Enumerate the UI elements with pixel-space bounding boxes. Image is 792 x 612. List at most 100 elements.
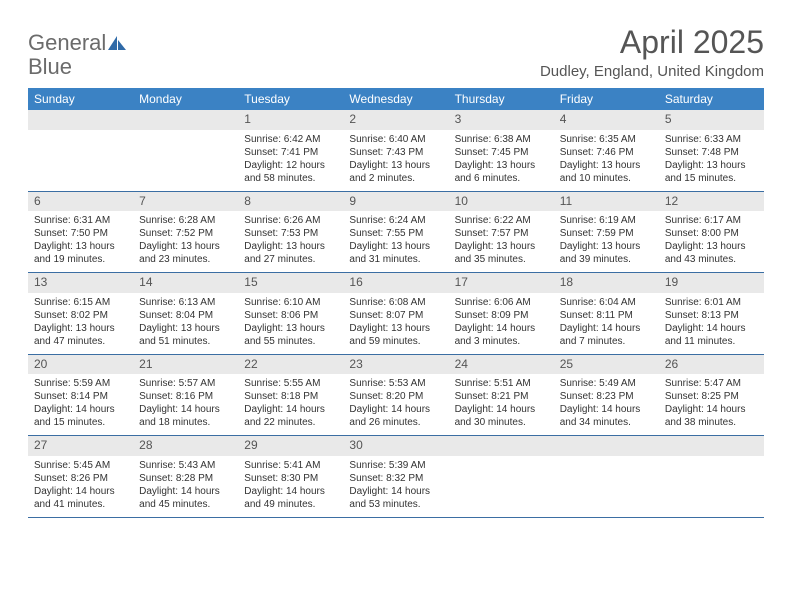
daylight-text: Daylight: 13 hours and 39 minutes. <box>560 240 653 266</box>
day-number: 22 <box>238 355 343 375</box>
logo-word-1: General <box>28 30 106 55</box>
sunrise-text: Sunrise: 6:08 AM <box>349 296 442 309</box>
daylight-text: Daylight: 13 hours and 31 minutes. <box>349 240 442 266</box>
day-body: Sunrise: 6:06 AMSunset: 8:09 PMDaylight:… <box>449 293 554 354</box>
daylight-text: Daylight: 14 hours and 7 minutes. <box>560 322 653 348</box>
day-number: 9 <box>343 192 448 212</box>
day-number: 14 <box>133 273 238 293</box>
day-cell: 3Sunrise: 6:38 AMSunset: 7:45 PMDaylight… <box>449 110 554 191</box>
daylight-text: Daylight: 13 hours and 27 minutes. <box>244 240 337 266</box>
sunrise-text: Sunrise: 6:35 AM <box>560 133 653 146</box>
logo-sail-icon <box>107 35 127 56</box>
sunrise-text: Sunrise: 6:04 AM <box>560 296 653 309</box>
day-number: 3 <box>449 110 554 130</box>
day-body: Sunrise: 6:04 AMSunset: 8:11 PMDaylight:… <box>554 293 659 354</box>
day-body: Sunrise: 5:51 AMSunset: 8:21 PMDaylight:… <box>449 374 554 435</box>
sunset-text: Sunset: 8:07 PM <box>349 309 442 322</box>
day-cell: 21Sunrise: 5:57 AMSunset: 8:16 PMDayligh… <box>133 355 238 436</box>
calendar-page: General Blue April 2025 Dudley, England,… <box>0 0 792 518</box>
day-number: 26 <box>659 355 764 375</box>
header: General Blue April 2025 Dudley, England,… <box>28 24 764 80</box>
day-number: 27 <box>28 436 133 456</box>
day-body: Sunrise: 6:01 AMSunset: 8:13 PMDaylight:… <box>659 293 764 354</box>
day-cell: 5Sunrise: 6:33 AMSunset: 7:48 PMDaylight… <box>659 110 764 191</box>
day-body: Sunrise: 6:26 AMSunset: 7:53 PMDaylight:… <box>238 211 343 272</box>
sunset-text: Sunset: 8:14 PM <box>34 390 127 403</box>
week-row: 20Sunrise: 5:59 AMSunset: 8:14 PMDayligh… <box>28 355 764 437</box>
day-cell: 28Sunrise: 5:43 AMSunset: 8:28 PMDayligh… <box>133 436 238 517</box>
day-number: 11 <box>554 192 659 212</box>
day-cell: 7Sunrise: 6:28 AMSunset: 7:52 PMDaylight… <box>133 192 238 273</box>
day-cell: 17Sunrise: 6:06 AMSunset: 8:09 PMDayligh… <box>449 273 554 354</box>
day-body: Sunrise: 6:35 AMSunset: 7:46 PMDaylight:… <box>554 130 659 191</box>
sunrise-text: Sunrise: 5:57 AM <box>139 377 232 390</box>
day-cell: 20Sunrise: 5:59 AMSunset: 8:14 PMDayligh… <box>28 355 133 436</box>
day-body: Sunrise: 5:43 AMSunset: 8:28 PMDaylight:… <box>133 456 238 517</box>
weekday-header: Sunday Monday Tuesday Wednesday Thursday… <box>28 88 764 110</box>
daylight-text: Daylight: 14 hours and 15 minutes. <box>34 403 127 429</box>
day-body: Sunrise: 6:42 AMSunset: 7:41 PMDaylight:… <box>238 130 343 191</box>
sunset-text: Sunset: 7:57 PM <box>455 227 548 240</box>
day-number: 25 <box>554 355 659 375</box>
sunrise-text: Sunrise: 6:10 AM <box>244 296 337 309</box>
daylight-text: Daylight: 14 hours and 18 minutes. <box>139 403 232 429</box>
day-body: Sunrise: 6:38 AMSunset: 7:45 PMDaylight:… <box>449 130 554 191</box>
sunrise-text: Sunrise: 5:43 AM <box>139 459 232 472</box>
week-row: 6Sunrise: 6:31 AMSunset: 7:50 PMDaylight… <box>28 192 764 274</box>
sunrise-text: Sunrise: 5:51 AM <box>455 377 548 390</box>
day-body: Sunrise: 5:41 AMSunset: 8:30 PMDaylight:… <box>238 456 343 517</box>
day-number <box>554 436 659 456</box>
sunset-text: Sunset: 7:53 PM <box>244 227 337 240</box>
day-number: 12 <box>659 192 764 212</box>
day-number: 20 <box>28 355 133 375</box>
daylight-text: Daylight: 14 hours and 26 minutes. <box>349 403 442 429</box>
week-row: 1Sunrise: 6:42 AMSunset: 7:41 PMDaylight… <box>28 110 764 192</box>
sunset-text: Sunset: 7:45 PM <box>455 146 548 159</box>
day-cell <box>554 436 659 517</box>
sunset-text: Sunset: 8:06 PM <box>244 309 337 322</box>
sunset-text: Sunset: 8:04 PM <box>139 309 232 322</box>
day-number: 17 <box>449 273 554 293</box>
day-number: 8 <box>238 192 343 212</box>
weekday-wednesday: Wednesday <box>343 88 448 110</box>
daylight-text: Daylight: 13 hours and 55 minutes. <box>244 322 337 348</box>
sunrise-text: Sunrise: 6:01 AM <box>665 296 758 309</box>
sunrise-text: Sunrise: 6:42 AM <box>244 133 337 146</box>
logo: General Blue <box>28 24 127 79</box>
day-number: 16 <box>343 273 448 293</box>
daylight-text: Daylight: 13 hours and 6 minutes. <box>455 159 548 185</box>
day-number: 1 <box>238 110 343 130</box>
day-cell <box>449 436 554 517</box>
day-cell: 10Sunrise: 6:22 AMSunset: 7:57 PMDayligh… <box>449 192 554 273</box>
day-cell: 16Sunrise: 6:08 AMSunset: 8:07 PMDayligh… <box>343 273 448 354</box>
sunset-text: Sunset: 8:18 PM <box>244 390 337 403</box>
day-body: Sunrise: 5:59 AMSunset: 8:14 PMDaylight:… <box>28 374 133 435</box>
logo-word-2: Blue <box>28 54 72 79</box>
sunrise-text: Sunrise: 6:15 AM <box>34 296 127 309</box>
day-number: 18 <box>554 273 659 293</box>
day-body: Sunrise: 5:47 AMSunset: 8:25 PMDaylight:… <box>659 374 764 435</box>
weekday-thursday: Thursday <box>449 88 554 110</box>
day-cell: 12Sunrise: 6:17 AMSunset: 8:00 PMDayligh… <box>659 192 764 273</box>
daylight-text: Daylight: 14 hours and 53 minutes. <box>349 485 442 511</box>
daylight-text: Daylight: 13 hours and 43 minutes. <box>665 240 758 266</box>
day-cell: 1Sunrise: 6:42 AMSunset: 7:41 PMDaylight… <box>238 110 343 191</box>
day-cell: 25Sunrise: 5:49 AMSunset: 8:23 PMDayligh… <box>554 355 659 436</box>
day-number <box>28 110 133 130</box>
sunset-text: Sunset: 8:25 PM <box>665 390 758 403</box>
day-body: Sunrise: 6:24 AMSunset: 7:55 PMDaylight:… <box>343 211 448 272</box>
day-cell <box>28 110 133 191</box>
sunset-text: Sunset: 7:59 PM <box>560 227 653 240</box>
day-cell: 4Sunrise: 6:35 AMSunset: 7:46 PMDaylight… <box>554 110 659 191</box>
sunset-text: Sunset: 8:28 PM <box>139 472 232 485</box>
day-cell: 13Sunrise: 6:15 AMSunset: 8:02 PMDayligh… <box>28 273 133 354</box>
day-body: Sunrise: 5:55 AMSunset: 8:18 PMDaylight:… <box>238 374 343 435</box>
sunset-text: Sunset: 7:43 PM <box>349 146 442 159</box>
day-number: 23 <box>343 355 448 375</box>
title-block: April 2025 Dudley, England, United Kingd… <box>540 24 764 80</box>
day-cell: 19Sunrise: 6:01 AMSunset: 8:13 PMDayligh… <box>659 273 764 354</box>
sunrise-text: Sunrise: 6:38 AM <box>455 133 548 146</box>
sunset-text: Sunset: 7:48 PM <box>665 146 758 159</box>
day-cell: 30Sunrise: 5:39 AMSunset: 8:32 PMDayligh… <box>343 436 448 517</box>
weekday-monday: Monday <box>133 88 238 110</box>
